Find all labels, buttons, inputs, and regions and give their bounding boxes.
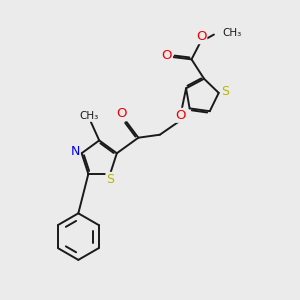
Text: CH₃: CH₃ — [222, 28, 242, 38]
Text: N: N — [70, 145, 80, 158]
Text: CH₃: CH₃ — [80, 111, 99, 121]
Text: S: S — [221, 85, 229, 98]
Text: S: S — [106, 173, 114, 186]
Text: O: O — [196, 30, 206, 43]
Text: O: O — [116, 107, 127, 120]
Text: O: O — [161, 49, 172, 62]
Text: O: O — [176, 109, 186, 122]
